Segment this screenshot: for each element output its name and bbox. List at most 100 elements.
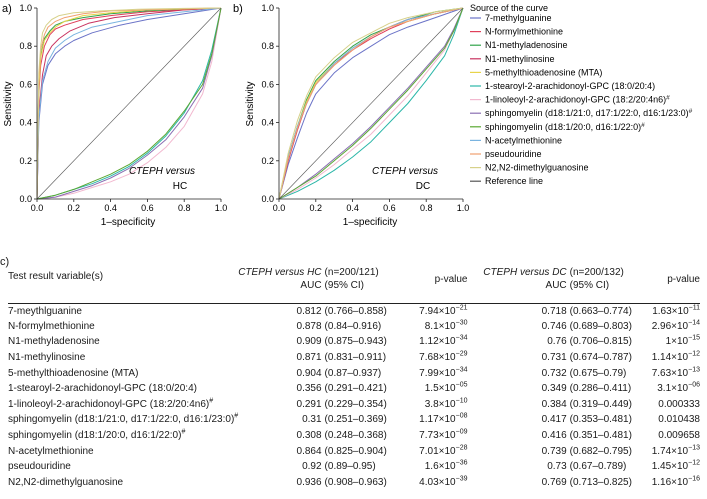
cell-ci-hc: (0.766–0.858) (325, 303, 412, 319)
p-hc-exponent: −36 (455, 459, 468, 467)
table-row: N1-methyladenosine 0.909 (0.875–0.943) 1.12… (8, 334, 700, 350)
p-dc-base: 1.63×10 (652, 305, 689, 317)
auc-hc-value: 0.92 (302, 461, 322, 473)
auc-dc-value: 0.417 (541, 414, 567, 426)
annotation-a-line1: CTEPH versus (129, 166, 195, 177)
legend-item-label-3: N1-methylinosine (485, 54, 555, 64)
x-axis-label-a: 1–specificity (101, 217, 155, 228)
auc-hc-value: 0.308 (296, 430, 322, 442)
cell-auc-hc: 0.936 (238, 475, 324, 491)
variable-name: N-formylmethionine (8, 320, 95, 332)
cell-gap (467, 443, 483, 459)
p-hc-exponent: −09 (455, 428, 468, 436)
cell-p-hc: 1.5×10−05 (412, 381, 468, 397)
table-row: N1-methylinosine 0.871 (0.831–0.911) 7.68×1… (8, 350, 700, 366)
roc-series-group-a (36, 7, 222, 200)
cell-variable: sphingomyelin (d18:1/20:0, d16:1/22:0)# (8, 428, 238, 444)
cell-auc-dc: 0.76 (483, 334, 569, 350)
table-header-row: Test result variable(s) CTEPH versus HC … (8, 266, 700, 304)
header-group1-right: (n=200/121) (95% CI) (324, 266, 412, 304)
cell-variable: N1-methyladenosine (8, 334, 238, 350)
cell-variable: 1-stearoyl-2-arachidonoyl-GPC (18:0/20:4… (8, 381, 238, 397)
auc-dc-value: 0.349 (541, 383, 567, 395)
footnote-marker: # (234, 413, 239, 421)
p-dc-base: 7.63×10 (651, 367, 689, 379)
variable-name: N1-methyladenosine (8, 336, 100, 348)
roc-curve-a-8 (36, 7, 222, 200)
cell-p-hc: 7.73×10−09 (412, 428, 468, 444)
auc-dc-value: 0.718 (541, 305, 567, 317)
cell-ci-dc: (0.689–0.803) (570, 319, 646, 335)
ci-hc-value: (0.84–0.916) (324, 320, 382, 332)
cell-gap (467, 365, 483, 381)
roc-curve-a-12 (36, 7, 222, 200)
cell-ci-hc: (0.291–0.421) (325, 381, 412, 397)
p-dc-exponent: −16 (688, 475, 700, 483)
ci-dc-value: (0.706–0.815) (569, 336, 632, 348)
cell-gap (467, 475, 483, 491)
cell-gap (467, 397, 483, 413)
p-hc-exponent: −30 (455, 319, 468, 327)
header-group1-label: CTEPH versus HC (238, 267, 322, 278)
cell-p-dc: 1.74×10−13 (645, 443, 700, 459)
y-axis-label-b: Sensitivity (245, 81, 256, 126)
p-hc-exponent: −28 (455, 444, 468, 452)
y-tick-label-a-0: 0.0 (19, 194, 32, 204)
roc-curve-a-7 (36, 7, 222, 200)
p-hc-exponent: −34 (455, 335, 468, 343)
panel-label-a: a) (2, 3, 12, 15)
auc-dc-value: 0.416 (541, 430, 567, 442)
roc-curve-a-9 (36, 7, 222, 200)
header-group2-right: (n=200/132) (95% CI) (569, 266, 646, 304)
ci-hc-value: (0.251–0.369) (324, 414, 387, 426)
panel-label-b: b) (233, 3, 243, 15)
cell-ci-hc: (0.825–0.904) (325, 443, 412, 459)
y-tick-label-a-5: 1.0 (19, 3, 32, 13)
table-row: 1-linoleoyl-2-arachidonoyl-GPC (18:2/20:… (8, 397, 700, 413)
ci-hc-value: (0.87–0.937) (324, 367, 382, 379)
legend-item-label-1: N-formylmethionine (485, 27, 563, 37)
cell-auc-hc: 0.909 (238, 334, 324, 350)
p-dc-base: 0.009658 (658, 430, 700, 442)
p-hc-base: 7.94×10 (419, 305, 456, 317)
cell-p-dc: 7.63×10−13 (645, 365, 700, 381)
p-dc-exponent: −11 (688, 304, 700, 312)
p-hc-exponent: −05 (455, 381, 468, 389)
cell-auc-dc: 0.384 (483, 397, 569, 413)
cell-auc-hc: 0.92 (238, 459, 324, 475)
legend-item-label-8: sphingomyelin (d18:1/20:0, d16:1/22:0)# (485, 122, 645, 132)
legend-item-label-5: 1-stearoyl-2-arachidonoyl-GPC (18:0/20:4… (485, 81, 655, 91)
p-dc-base: 1×10 (665, 336, 689, 348)
ci-dc-value: (0.713–0.825) (569, 476, 632, 488)
auc-hc-value: 0.871 (296, 352, 322, 364)
cell-ci-hc: (0.875–0.943) (325, 334, 412, 350)
legend-title: Source of the curve (470, 3, 548, 13)
auc-hc-value: 0.864 (296, 445, 322, 457)
variable-name: 1-stearoyl-2-arachidonoyl-GPC (18:0/20:4… (8, 383, 197, 395)
footnote-marker: # (181, 428, 186, 436)
x-tick-label-b-4: 0.8 (420, 203, 433, 213)
p-dc-exponent: −06 (688, 381, 700, 389)
p-dc-base: 0.000333 (658, 398, 700, 410)
p-hc-base: 4.03×10 (419, 476, 456, 488)
ci-hc-value: (0.89–0.95) (324, 461, 376, 473)
roc-curve-a-3 (36, 7, 222, 200)
footnote-marker: # (209, 397, 214, 405)
legend-item-label-9: N-acetylmethionine (485, 135, 562, 145)
roc-curve-b-0 (278, 7, 464, 200)
auc-hc-value: 0.909 (296, 336, 322, 348)
legend-items: 7-methylguanine N-formylmethionine N1-meth… (470, 13, 693, 186)
cell-ci-hc: (0.248–0.368) (325, 428, 412, 444)
auc-hc-value: 0.904 (296, 367, 322, 379)
header-group1-left: CTEPH versus HC AUC (238, 266, 325, 304)
cell-p-hc: 3.8×10−10 (412, 397, 468, 413)
cell-ci-hc: (0.87–0.937) (325, 365, 412, 381)
header-group2-label: CTEPH versus DC (483, 267, 567, 278)
cell-p-hc: 1.12×10−34 (412, 334, 468, 350)
auc-hc-value: 0.291 (296, 398, 322, 410)
roc-curve-b-6 (278, 7, 464, 200)
results-table: Test result variable(s) CTEPH versus HC … (8, 266, 700, 490)
cell-ci-dc: (0.663–0.774) (570, 303, 646, 319)
x-tick-label-b-0: 0.0 (273, 203, 286, 213)
roc-curve-b-7 (278, 7, 464, 200)
